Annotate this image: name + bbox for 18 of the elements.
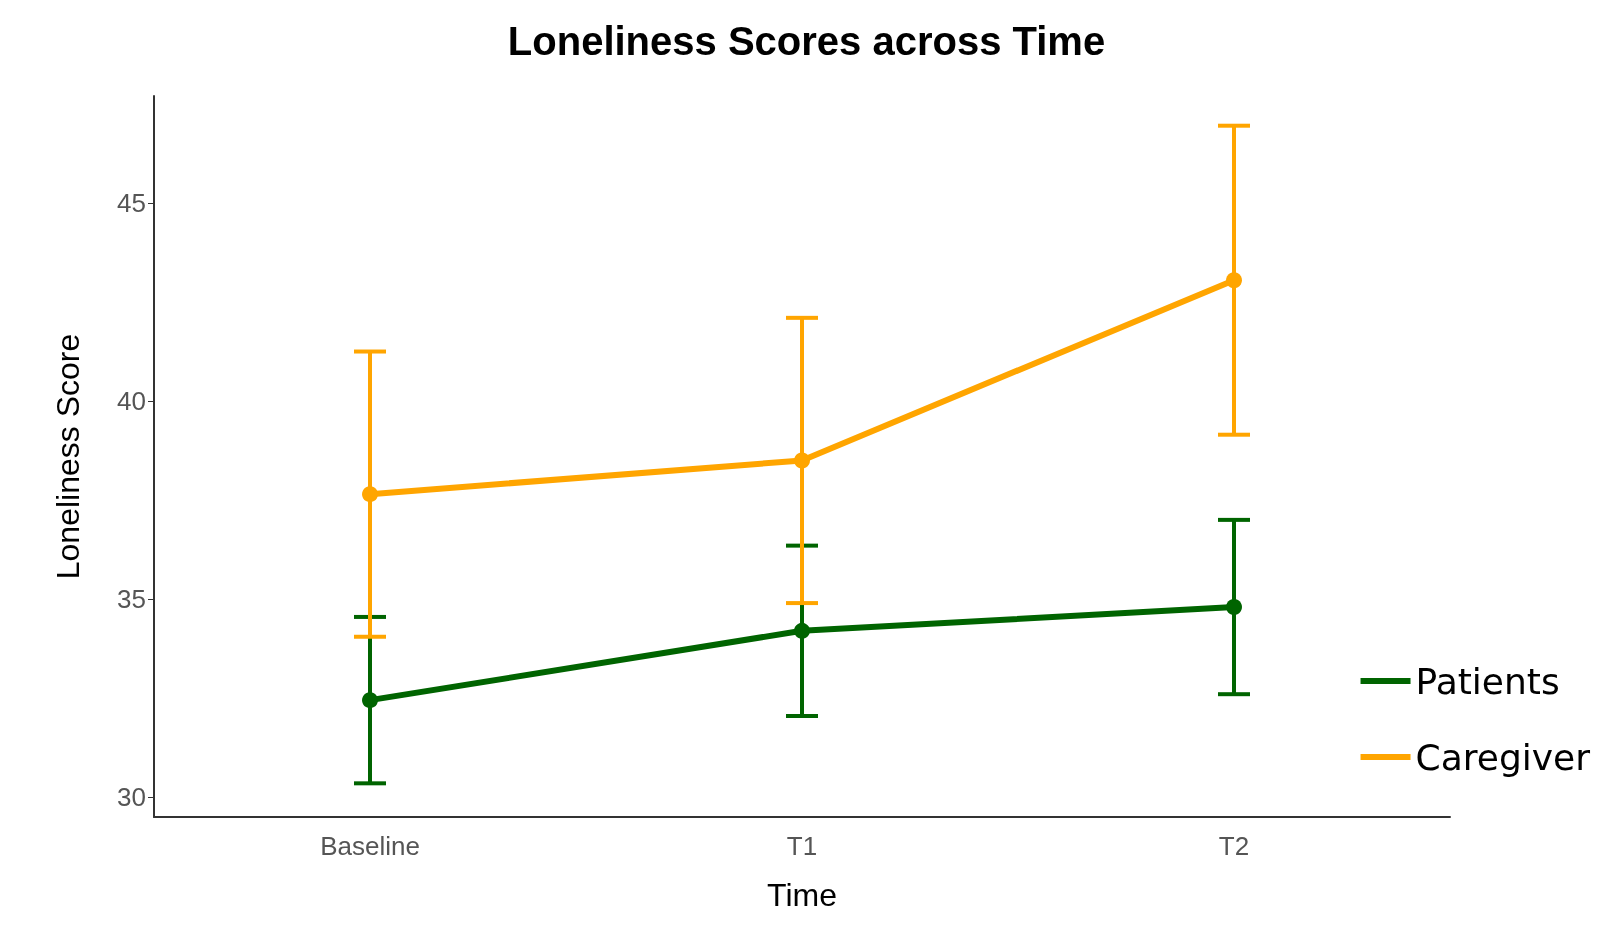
x-axis-title: Time: [767, 877, 837, 913]
x-tick-label: Baseline: [320, 831, 420, 861]
y-tick-label: 30: [117, 782, 146, 813]
point: [794, 452, 810, 469]
y-axis-title: Loneliness Score: [50, 333, 86, 580]
y-tick-label: 35: [117, 584, 146, 615]
legend-label: Caregiver: [1415, 736, 1591, 778]
chart-title: Loneliness Scores across Time: [507, 19, 1106, 63]
point: [1226, 272, 1242, 289]
x-tick-label: T2: [1218, 831, 1250, 861]
legend-label: Patients: [1415, 660, 1560, 702]
x-tick-label: T1: [786, 831, 818, 861]
point: [794, 622, 810, 639]
point: [362, 486, 378, 503]
y-tick-label: 45: [117, 187, 146, 218]
point: [1226, 599, 1242, 616]
y-tick-label: 40: [117, 386, 146, 417]
point: [362, 692, 378, 709]
